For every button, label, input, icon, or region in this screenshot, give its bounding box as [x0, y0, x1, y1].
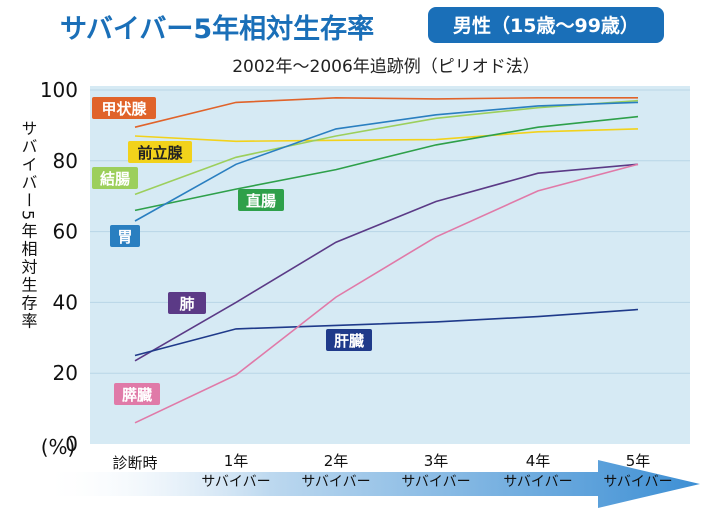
- y-tick-label: 0: [65, 432, 78, 456]
- x-tick-label: 2年: [324, 452, 349, 470]
- series-label-box: [128, 141, 192, 163]
- series-line: [134, 101, 639, 222]
- series-label: 直腸: [246, 192, 276, 210]
- chart-subtitle: 2002年〜2006年追跡例（ピリオド法）: [232, 57, 540, 77]
- x-tick-sublabel: サバイバー: [401, 474, 470, 490]
- gender-badge-label: 男性（15歳〜99歳）: [453, 14, 639, 37]
- series-line: [134, 99, 639, 196]
- series-label: 肝臓: [334, 332, 364, 350]
- series-label-box: [92, 167, 138, 189]
- x-tick-sublabel: サバイバー: [603, 474, 672, 490]
- y-tick-labels: 0 20 40 60 80 100: [40, 78, 78, 456]
- x-tick-label: 3年: [424, 452, 449, 470]
- x-tick-sublabel: サバイバー: [301, 474, 370, 490]
- series-line: [134, 115, 639, 212]
- y-tick-label: 80: [53, 149, 78, 173]
- gender-badge: [428, 7, 664, 43]
- x-tick-label: 1年: [224, 452, 249, 470]
- x-tick-label: 診断時: [112, 454, 157, 472]
- series-label: 結腸: [100, 170, 130, 188]
- series-line: [134, 96, 638, 128]
- y-axis-label: サバイバー5年相対生存率: [19, 120, 38, 330]
- y-unit-label: (%): [41, 435, 76, 459]
- y-tick-label: 40: [53, 290, 78, 314]
- timeline-arrow: [40, 460, 700, 508]
- series-label: 膵臓: [122, 386, 152, 404]
- series-label-box: [238, 189, 284, 211]
- series-label: 肺: [179, 295, 194, 313]
- series-line: [134, 308, 639, 357]
- series-line: [134, 163, 639, 424]
- series-line: [134, 128, 639, 143]
- series-label-box: [92, 97, 156, 119]
- x-tick-sublabel: サバイバー: [503, 474, 572, 490]
- y-tick-label: 100: [40, 78, 78, 102]
- y-tick-label: 60: [53, 220, 78, 244]
- series-label: 胃: [117, 228, 132, 246]
- series-label-box: [168, 292, 206, 314]
- chart-title: サバイバー5年相対生存率: [60, 13, 374, 45]
- series-line: [134, 163, 639, 362]
- series-lines: [134, 96, 639, 424]
- series-label: 甲状腺: [101, 100, 147, 118]
- series-label: 前立腺: [137, 144, 183, 162]
- x-tick-label: 5年: [626, 452, 651, 470]
- x-tick-label: 4年: [526, 452, 551, 470]
- series-label-box: [326, 329, 372, 351]
- series-label-box: [114, 383, 160, 405]
- x-tick-sublabel: サバイバー: [201, 474, 270, 490]
- y-tick-label: 20: [53, 361, 78, 385]
- series-label-box: [110, 225, 140, 247]
